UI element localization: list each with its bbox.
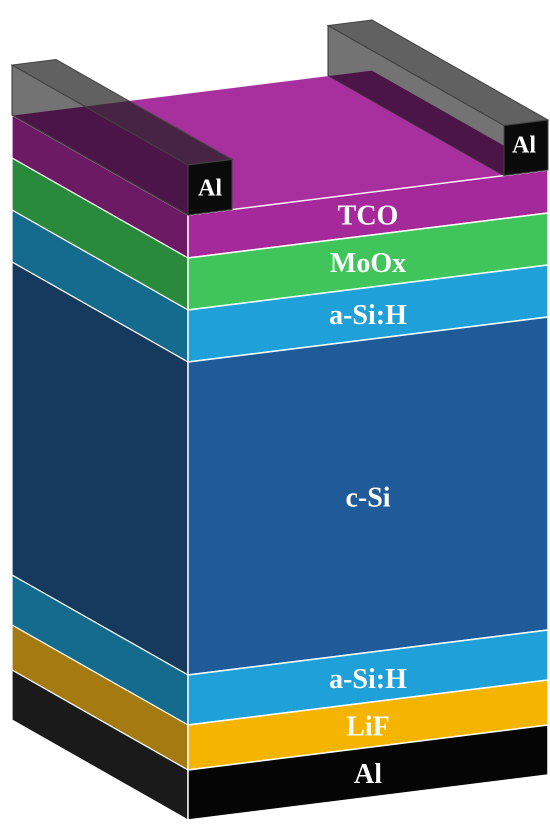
- layer-label: a-Si:H: [329, 300, 407, 331]
- electrode-label: Al: [512, 133, 536, 159]
- layer-label: c-Si: [345, 482, 390, 513]
- layer-label: a-Si:H: [329, 664, 407, 695]
- electrode-front: [187, 158, 233, 216]
- layer-front: [187, 724, 549, 821]
- electrodes: Al Al: [10, 19, 550, 216]
- layer-label: Al: [354, 759, 382, 790]
- layer-label: TCO: [338, 200, 399, 231]
- electrode-front: [503, 119, 549, 177]
- layer-label: LiF: [346, 711, 390, 742]
- layer-label: MoOx: [330, 248, 406, 279]
- layer-stack: TCO MoOx a-Si:H c-Si a-Si:H LiF Al: [11, 113, 549, 822]
- electrode-label: Al: [198, 176, 222, 202]
